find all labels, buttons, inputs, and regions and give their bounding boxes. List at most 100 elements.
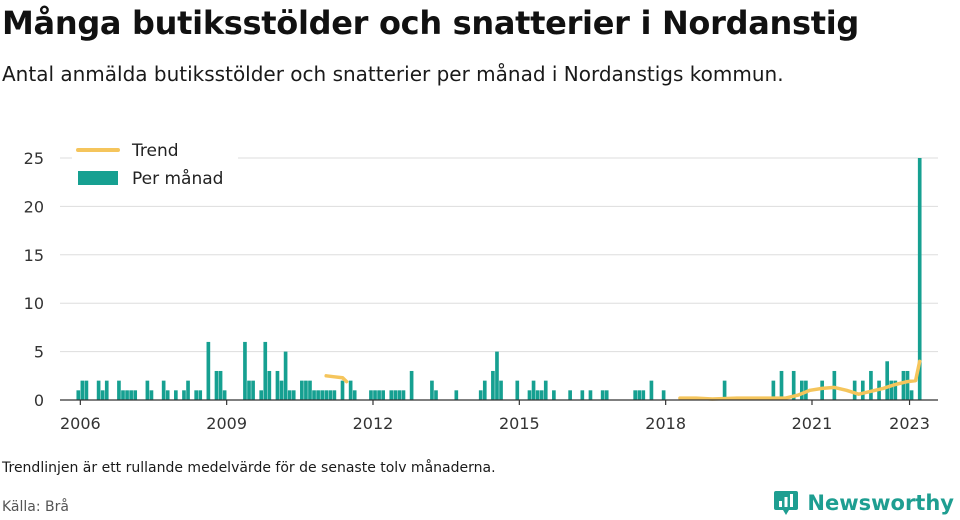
bar <box>247 380 251 400</box>
bar <box>889 380 894 400</box>
bar <box>495 351 499 400</box>
bar <box>133 390 138 400</box>
bar <box>214 370 219 400</box>
bar <box>324 390 329 400</box>
bar <box>397 390 402 400</box>
trend-line <box>324 374 349 384</box>
bar <box>381 390 385 400</box>
bar <box>552 390 556 400</box>
bar <box>499 380 503 400</box>
bar <box>243 341 247 400</box>
bar <box>198 390 203 400</box>
bar <box>279 380 284 400</box>
bar <box>515 380 520 400</box>
y-tick-label: 15 <box>24 246 44 265</box>
bar <box>287 390 292 400</box>
bar <box>779 370 784 400</box>
legend-trend-label: Trend <box>131 141 179 161</box>
bar <box>905 370 910 400</box>
bar <box>869 370 873 400</box>
bar <box>434 390 438 400</box>
bar <box>304 380 308 400</box>
bar <box>568 390 572 400</box>
bar <box>145 380 150 400</box>
y-tick-label: 25 <box>24 149 44 168</box>
x-tick-label: 2018 <box>645 414 686 433</box>
bar <box>373 390 377 400</box>
chart-title: Många butiksstölder och snatterier i Nor… <box>2 4 859 42</box>
bar <box>316 390 320 400</box>
bar <box>194 390 199 400</box>
bar <box>535 390 540 400</box>
bar <box>604 390 609 400</box>
bar <box>121 390 125 400</box>
bar <box>340 380 345 400</box>
bar <box>275 370 280 400</box>
bar <box>860 380 865 400</box>
bar <box>259 390 264 400</box>
y-tick-label: 5 <box>34 343 44 362</box>
bar <box>161 380 166 400</box>
bar <box>76 390 81 400</box>
bar <box>527 390 532 400</box>
bar <box>917 158 922 400</box>
legend: Trend Per månad <box>72 140 238 198</box>
x-tick-label: 2006 <box>60 414 101 433</box>
bar <box>263 341 268 400</box>
bar <box>393 390 398 400</box>
bar <box>600 390 605 400</box>
bar <box>901 370 906 400</box>
x-tick-label: 2021 <box>792 414 833 433</box>
bar <box>478 390 483 400</box>
bar <box>543 380 548 400</box>
bar <box>283 351 288 400</box>
bar <box>430 380 434 400</box>
bar <box>348 380 353 400</box>
bar <box>222 390 227 400</box>
bar <box>909 390 914 400</box>
bar <box>117 380 121 400</box>
bar <box>291 390 296 400</box>
y-axis: 0 5 10 15 20 25 <box>24 149 44 410</box>
bar <box>401 390 406 400</box>
bar <box>482 380 487 400</box>
bar <box>129 390 133 400</box>
bar <box>328 390 333 400</box>
bar <box>409 370 414 400</box>
bar <box>531 380 536 400</box>
bar <box>389 390 394 400</box>
legend-bar-label: Per månad <box>132 168 223 189</box>
brand-name: Newsworthy <box>807 491 954 515</box>
bar <box>649 380 654 400</box>
bar <box>96 380 101 400</box>
bar <box>149 390 154 400</box>
bar <box>633 390 638 400</box>
y-tick-label: 20 <box>24 197 44 216</box>
brand: Newsworthy <box>773 489 954 517</box>
y-tick-label: 0 <box>34 391 44 410</box>
x-tick-label: 2009 <box>206 414 247 433</box>
bar <box>332 390 337 400</box>
bar-series <box>76 158 922 400</box>
footnote: Trendlinjen är ett rullande medelvärde f… <box>2 460 496 476</box>
legend-bar-swatch <box>78 171 118 185</box>
bar <box>588 390 593 400</box>
bar <box>125 390 129 400</box>
bar <box>251 380 255 400</box>
bar <box>206 341 211 400</box>
bar <box>320 390 325 400</box>
x-tick-label: 2023 <box>889 414 930 433</box>
y-tick-label: 10 <box>24 294 44 313</box>
bar <box>369 390 373 400</box>
bar <box>218 370 223 400</box>
x-tick-label: 2012 <box>353 414 394 433</box>
bar <box>352 390 357 400</box>
source-label: Källa: Brå <box>2 499 69 515</box>
bar <box>100 390 105 400</box>
bar <box>722 380 727 400</box>
bar <box>893 380 898 400</box>
bar <box>165 390 170 400</box>
x-tick-label: 2015 <box>499 414 540 433</box>
bar <box>641 390 646 400</box>
bar <box>580 390 585 400</box>
